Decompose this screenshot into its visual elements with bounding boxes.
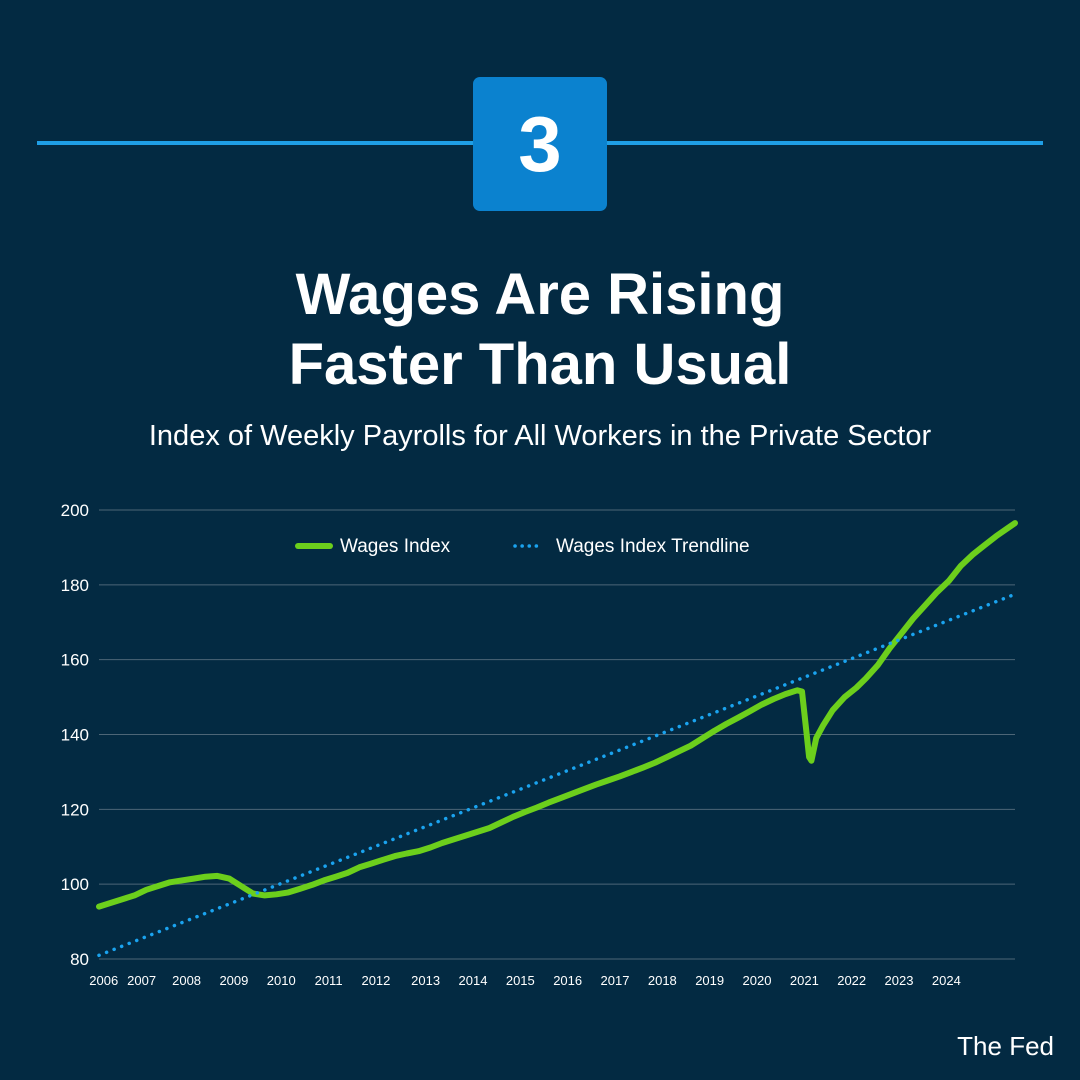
x-tick-label: 2010: [267, 973, 296, 988]
x-tick-label: 2022: [837, 973, 866, 988]
gridlines: [99, 509, 1015, 960]
x-tick-label: 2007: [127, 973, 156, 988]
legend: Wages Index Wages Index Trendline: [295, 536, 750, 557]
y-tick-label: 100: [61, 875, 89, 894]
x-tick-label: 2023: [885, 973, 914, 988]
x-tick-label: 2015: [506, 973, 535, 988]
x-tick-label: 2013: [411, 973, 440, 988]
y-tick-label: 120: [61, 800, 89, 819]
x-tick-label: 2019: [695, 973, 724, 988]
x-tick-label: 2016: [553, 973, 582, 988]
x-tick-label: 2024: [932, 973, 961, 988]
title-line-1: Wages Are Rising: [295, 262, 785, 327]
trendline-series: [97, 592, 1017, 958]
x-tick-label: 2014: [459, 973, 488, 988]
page-title: Wages Are Rising Faster Than Usual: [0, 260, 1080, 400]
y-tick-label: 200: [61, 501, 89, 520]
title-line-2: Faster Than Usual: [288, 332, 792, 397]
x-axis-labels: 2006 2007 2008 2009 2010 2011 2012 2013 2014 2015…: [89, 973, 961, 988]
legend-label-wages: Wages Index: [340, 536, 451, 557]
x-tick-label: 2006: [89, 973, 118, 988]
number-badge: 3: [473, 77, 607, 211]
source-label: The Fed: [957, 1031, 1054, 1061]
y-tick-label: 180: [61, 576, 89, 595]
x-tick-label: 2011: [315, 973, 343, 988]
x-tick-label: 2020: [743, 973, 772, 988]
x-tick-label: 2009: [219, 973, 248, 988]
x-tick-label: 2018: [648, 973, 677, 988]
y-tick-label: 140: [61, 726, 89, 745]
x-tick-label: 2008: [172, 973, 201, 988]
wages-index-series: [96, 520, 1018, 910]
chart-subtitle: Index of Weekly Payrolls for All Workers…: [148, 420, 932, 452]
y-tick-label: 160: [61, 651, 89, 670]
y-axis-labels: 80 100 120 140 160 180 200: [61, 501, 89, 969]
x-tick-label: 2021: [790, 973, 819, 988]
x-tick-label: 2012: [361, 973, 390, 988]
legend-label-trendline: Wages Index Trendline: [556, 536, 750, 557]
y-tick-label: 80: [70, 950, 89, 969]
x-tick-label: 2017: [601, 973, 630, 988]
series-lines: [96, 520, 1018, 958]
